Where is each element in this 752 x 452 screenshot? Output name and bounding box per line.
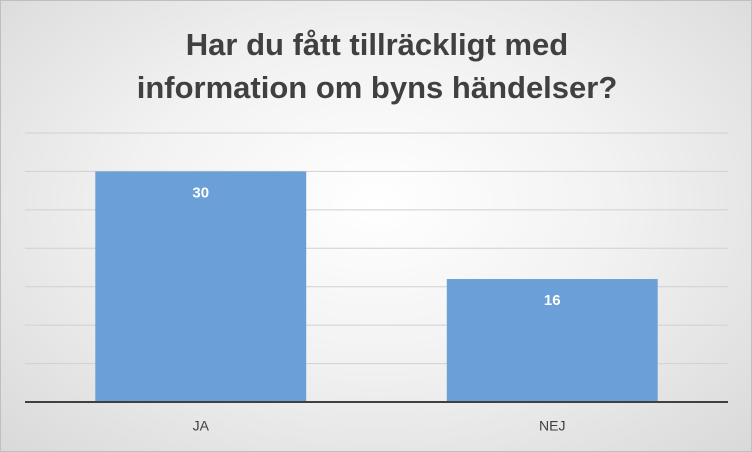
data-label: 30 bbox=[192, 184, 209, 201]
bar bbox=[446, 279, 658, 402]
bar bbox=[95, 171, 307, 402]
x-tick-label: NEJ bbox=[539, 418, 565, 434]
chart-title: Har du fått tillräckligt med information… bbox=[136, 27, 618, 105]
data-label: 16 bbox=[544, 292, 561, 309]
x-tick-label: JA bbox=[193, 418, 210, 434]
